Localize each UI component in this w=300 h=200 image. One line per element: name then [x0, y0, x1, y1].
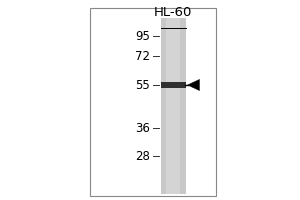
Text: 95: 95 [135, 29, 150, 43]
Bar [160, 18, 186, 194]
Polygon shape [188, 79, 200, 91]
Text: 55: 55 [135, 79, 150, 92]
Text: HL-60: HL-60 [153, 6, 192, 20]
Bar [160, 82, 186, 88]
Bar [166, 18, 180, 194]
Text: 72: 72 [135, 49, 150, 62]
Text: 36: 36 [135, 121, 150, 134]
Bar [90, 8, 216, 196]
Text: 28: 28 [135, 150, 150, 162]
